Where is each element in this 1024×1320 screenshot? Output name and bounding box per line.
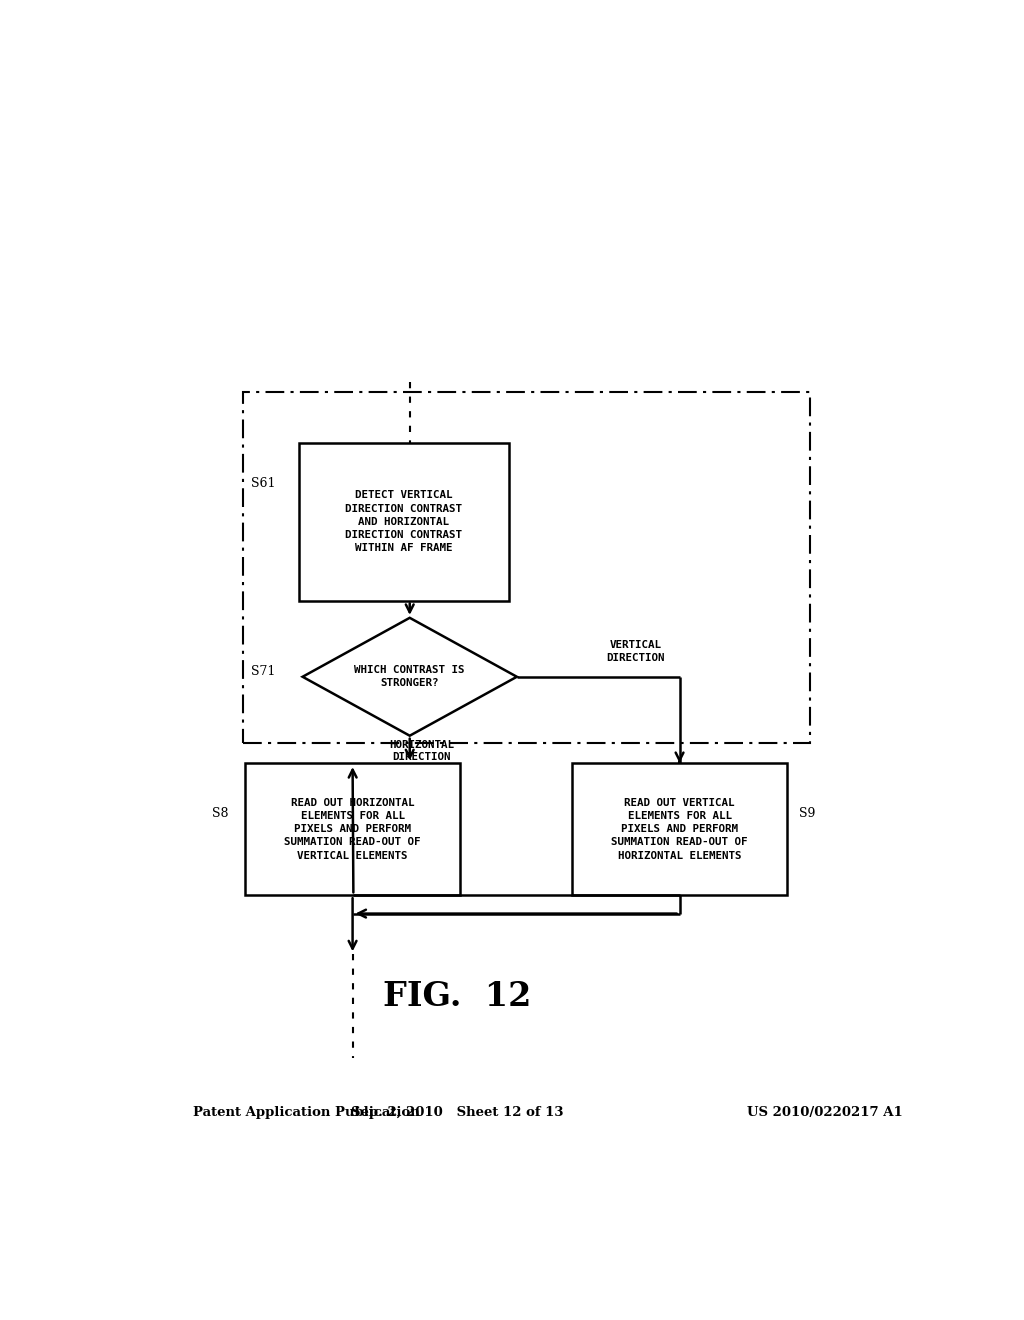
Text: Sep. 2, 2010   Sheet 12 of 13: Sep. 2, 2010 Sheet 12 of 13 <box>351 1106 563 1119</box>
Text: Patent Application Publication: Patent Application Publication <box>194 1106 420 1119</box>
Text: S9: S9 <box>799 808 815 821</box>
Text: S61: S61 <box>251 477 275 490</box>
Text: WHICH CONTRAST IS
STRONGER?: WHICH CONTRAST IS STRONGER? <box>354 665 465 688</box>
Text: READ OUT HORIZONTAL
ELEMENTS FOR ALL
PIXELS AND PERFORM
SUMMATION READ-OUT OF
VE: READ OUT HORIZONTAL ELEMENTS FOR ALL PIX… <box>285 797 421 861</box>
Text: HORIZONTAL
DIRECTION: HORIZONTAL DIRECTION <box>389 739 454 762</box>
Bar <box>246 763 460 895</box>
Text: US 2010/0220217 A1: US 2010/0220217 A1 <box>748 1106 903 1119</box>
Text: S8: S8 <box>212 808 228 821</box>
Polygon shape <box>303 618 517 735</box>
Bar <box>572 763 786 895</box>
Text: VERTICAL
DIRECTION: VERTICAL DIRECTION <box>606 640 666 663</box>
Text: S71: S71 <box>251 665 275 678</box>
Text: READ OUT VERTICAL
ELEMENTS FOR ALL
PIXELS AND PERFORM
SUMMATION READ-OUT OF
HORI: READ OUT VERTICAL ELEMENTS FOR ALL PIXEL… <box>611 797 748 861</box>
Bar <box>243 392 811 743</box>
Text: FIG.  12: FIG. 12 <box>383 981 531 1014</box>
Text: DETECT VERTICAL
DIRECTION CONTRAST
AND HORIZONTAL
DIRECTION CONTRAST
WITHIN AF F: DETECT VERTICAL DIRECTION CONTRAST AND H… <box>345 490 462 553</box>
Bar <box>299 444 509 601</box>
